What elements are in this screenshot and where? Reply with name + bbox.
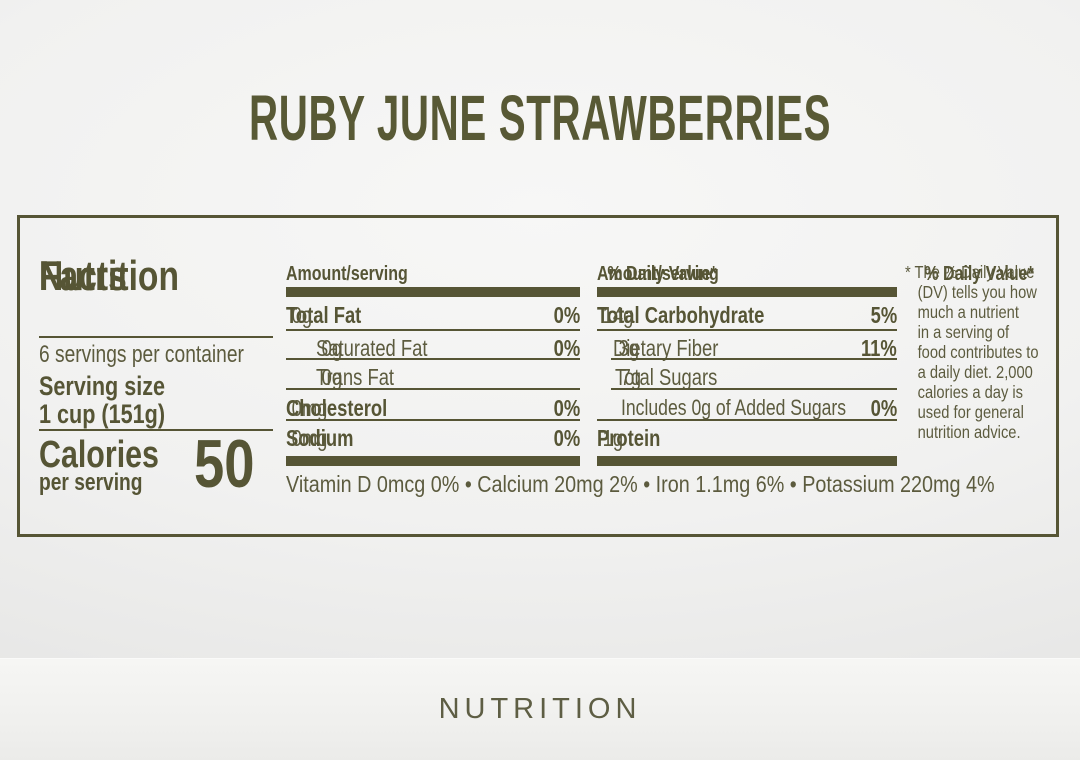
hairline <box>286 419 580 421</box>
next-section: NUTRITION <box>0 658 1080 760</box>
row-total-fat: Total Fat 0g 0% <box>286 302 580 328</box>
hairline <box>597 419 897 421</box>
hairline <box>286 388 580 390</box>
row-total-carbohydrate: Total Carbohydrate 14g 5% <box>597 302 897 328</box>
hairline <box>611 388 897 390</box>
nutrition-tab[interactable]: NUTRITION <box>438 693 642 725</box>
row-cholesterol: Cholesterol 0mg 0% <box>286 395 580 421</box>
nutrition-facts-panel: Nutrition Facts 6 servings per container… <box>17 215 1059 537</box>
nutrients-column-right: Amount/serving % Daily Value* Total Carb… <box>597 218 1034 534</box>
hairline <box>611 358 897 360</box>
divider <box>39 429 273 431</box>
daily-value-footnote: * The % Daily Value (DV) tells you how m… <box>905 262 1039 442</box>
row-saturated-fat: Saturated Fat 0g 0% <box>316 335 580 361</box>
thick-rule <box>286 287 580 297</box>
nutrition-hero-section: RUBY JUNE STRAWBERRIES Nutrition Facts 6… <box>0 0 1080 658</box>
row-trans-fat: Trans Fat 0g <box>316 364 395 390</box>
row-total-sugars: Total Sugars 7g <box>615 364 718 390</box>
product-title: RUBY JUNE STRAWBERRIES <box>0 86 1080 150</box>
thick-rule <box>597 456 897 466</box>
row-protein: Protein 1g <box>597 425 661 451</box>
product-title-text: RUBY JUNE STRAWBERRIES <box>248 82 832 154</box>
row-added-sugars: Includes 0g of Added Sugars 0% <box>621 395 897 421</box>
hairline <box>286 358 580 360</box>
hairline <box>597 329 897 331</box>
nutrients-column-left: Amount/serving % Daily Value* Total Fat 0… <box>286 218 717 534</box>
row-sodium: Sodium 0mg 0% <box>286 425 580 451</box>
divider <box>39 336 273 338</box>
hairline <box>286 329 580 331</box>
serving-info-column: Nutrition Facts 6 servings per container… <box>39 218 277 534</box>
thick-rule <box>286 456 580 466</box>
row-dietary-fiber: Dietary Fiber 3g 11% <box>613 335 897 361</box>
thick-rule <box>597 287 897 297</box>
